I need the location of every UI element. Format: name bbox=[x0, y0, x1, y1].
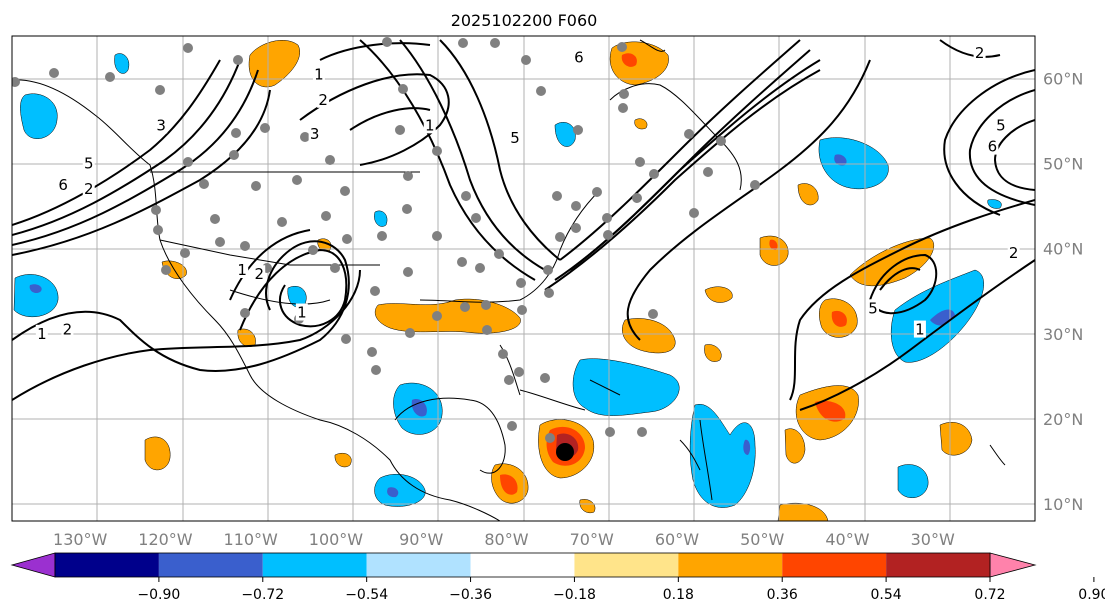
colorbar-tick-label: −0.18 bbox=[553, 587, 596, 603]
colorbar-segment bbox=[158, 553, 263, 577]
lon-tick-label: 60°W bbox=[655, 530, 699, 549]
contour-label-bg bbox=[572, 48, 585, 66]
contour-label: 2 bbox=[1009, 244, 1019, 262]
map-frame bbox=[11, 35, 1036, 522]
contour-label-bg bbox=[913, 320, 926, 338]
contour-label-bg bbox=[155, 116, 168, 134]
contour-label: 2 bbox=[318, 91, 328, 109]
contour-label: 5 bbox=[84, 155, 94, 173]
colorbar-tick-label: 0.18 bbox=[663, 587, 694, 603]
lat-tick-label: 40°N bbox=[1043, 240, 1083, 259]
contour-label-bg bbox=[312, 65, 325, 83]
lon-tick-label: 30°W bbox=[911, 530, 955, 549]
contour-label: 5 bbox=[510, 129, 520, 147]
lat-tick-label: 60°N bbox=[1043, 70, 1083, 89]
contour-label: 3 bbox=[310, 125, 320, 143]
contour-label-bg bbox=[82, 180, 95, 198]
contour-label-bg bbox=[308, 124, 321, 142]
contour-label: 6 bbox=[574, 48, 584, 66]
contour-label-bg bbox=[253, 265, 266, 283]
contour-label: 6 bbox=[988, 138, 998, 156]
contour-label-bg bbox=[61, 320, 74, 338]
colorbar-segment bbox=[678, 553, 783, 577]
colorbar-tick-label: 0.72 bbox=[974, 587, 1005, 603]
plot-title: 2025102200 F060 bbox=[451, 11, 598, 30]
lon-tick-label: 70°W bbox=[570, 530, 614, 549]
lon-tick-label: 50°W bbox=[740, 530, 784, 549]
contour-label-bg bbox=[423, 116, 436, 134]
lat-tick-label: 20°N bbox=[1043, 410, 1083, 429]
lat-tick-label: 50°N bbox=[1043, 155, 1083, 174]
storm-center-marker bbox=[556, 443, 574, 461]
colorbar-tick-label: 0.90 bbox=[1078, 587, 1105, 603]
colorbar-segment bbox=[55, 553, 159, 577]
contour-label-bg bbox=[1007, 243, 1020, 261]
contour-label-bg bbox=[295, 303, 308, 321]
contour-label-bg bbox=[986, 137, 999, 155]
contour-label-bg bbox=[317, 90, 330, 108]
colorbar-segment bbox=[470, 553, 575, 577]
colorbar-segment bbox=[782, 553, 887, 577]
contour-label: 5 bbox=[996, 116, 1006, 134]
colorbar-segment bbox=[574, 553, 679, 577]
colorbar-tick-label: 0.54 bbox=[871, 587, 902, 603]
contour-label-bg bbox=[867, 299, 880, 317]
contour-label: 5 bbox=[868, 299, 878, 317]
colorbar-extend-low bbox=[10, 552, 56, 578]
contour-label: 1 bbox=[314, 65, 324, 83]
contour-label: 6 bbox=[58, 176, 68, 194]
colorbar: −0.90 −0.72 −0.54 −0.36 −0.18 0.18 0.36 0.54 0.7… bbox=[10, 552, 1105, 603]
lon-tick-label: 90°W bbox=[399, 530, 443, 549]
lon-tick-label: 100°W bbox=[309, 530, 364, 549]
colorbar-tick-label: −0.54 bbox=[345, 587, 388, 603]
lon-tick-label: 120°W bbox=[138, 530, 193, 549]
height-contours bbox=[12, 39, 1035, 411]
colorbar-segment bbox=[262, 553, 367, 577]
colorbar-tick-label: −0.72 bbox=[241, 587, 284, 603]
longitude-tick-labels: 130°W 120°W 110°W 100°W 90°W 80°W 70°W 60°W 50°W… bbox=[53, 530, 955, 549]
contour-label-bg bbox=[236, 260, 249, 278]
contour-label-bg bbox=[994, 116, 1007, 134]
contour-label: 1 bbox=[297, 304, 307, 322]
lon-tick-label: 40°W bbox=[825, 530, 869, 549]
contour-label-bg bbox=[82, 154, 95, 172]
contour-label: 2 bbox=[63, 321, 73, 339]
contour-label: 1 bbox=[37, 325, 47, 343]
contour-label: 2 bbox=[84, 180, 94, 198]
lat-tick-label: 10°N bbox=[1043, 495, 1083, 514]
lon-tick-label: 80°W bbox=[484, 530, 528, 549]
colorbar-extend-high bbox=[989, 552, 1037, 578]
contour-label: 3 bbox=[156, 116, 166, 134]
colorbar-tick-label: −0.90 bbox=[137, 587, 180, 603]
contour-label-bg bbox=[35, 324, 48, 342]
latitude-tick-labels: 60°N 50°N 40°N 30°N 20°N 10°N bbox=[1043, 70, 1083, 514]
colorbar-tick-label: 0.36 bbox=[767, 587, 798, 603]
contour-label-bg bbox=[508, 129, 521, 147]
contour-label: 2 bbox=[254, 265, 264, 283]
colorbar-segment bbox=[366, 553, 471, 577]
contour-label-bg bbox=[57, 175, 70, 193]
contour-label: 1 bbox=[425, 116, 435, 134]
contour-label: 2 bbox=[975, 44, 985, 62]
strong-warm-anomaly-cores bbox=[500, 53, 847, 495]
lat-tick-label: 30°N bbox=[1043, 325, 1083, 344]
colorbar-frame bbox=[54, 552, 991, 578]
colorbar-segment bbox=[886, 553, 990, 577]
contour-label: 1 bbox=[237, 261, 247, 279]
contour-label: 1 bbox=[915, 321, 925, 339]
lon-tick-label: 130°W bbox=[53, 530, 108, 549]
lon-tick-label: 110°W bbox=[224, 530, 279, 549]
coastlines bbox=[12, 39, 1006, 521]
contour-label-bg bbox=[973, 44, 986, 62]
colorbar-tick-label: −0.36 bbox=[449, 587, 492, 603]
